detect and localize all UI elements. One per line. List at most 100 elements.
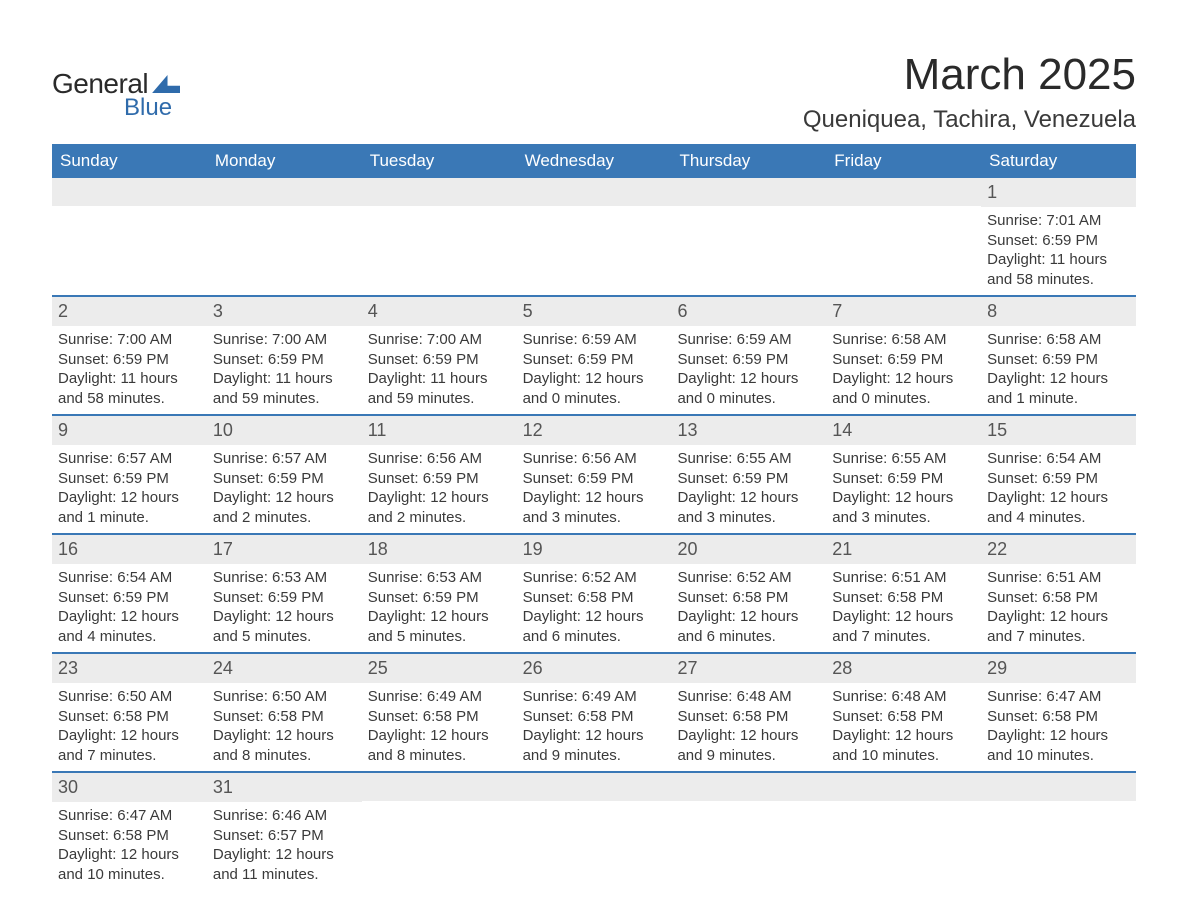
sunrise-text: Sunrise: 6:47 AM <box>58 806 201 826</box>
day-details <box>981 801 1136 811</box>
logo-text-blue: Blue <box>124 94 180 122</box>
day-number-bar: 1 <box>981 178 1136 207</box>
day-number-bar <box>671 773 826 801</box>
day-details: Sunrise: 6:59 AMSunset: 6:59 PMDaylight:… <box>517 326 672 414</box>
daylight-text: Daylight: 12 hours and 5 minutes. <box>213 607 356 646</box>
daylight-text: Daylight: 12 hours and 0 minutes. <box>523 369 666 408</box>
day-details: Sunrise: 6:46 AMSunset: 6:57 PMDaylight:… <box>207 802 362 890</box>
sunset-text: Sunset: 6:58 PM <box>368 707 511 727</box>
sunset-text: Sunset: 6:59 PM <box>832 469 975 489</box>
day-number: 25 <box>368 658 388 678</box>
daylight-text: Daylight: 12 hours and 3 minutes. <box>832 488 975 527</box>
sunset-text: Sunset: 6:59 PM <box>58 350 201 370</box>
sunrise-text: Sunrise: 6:48 AM <box>832 687 975 707</box>
daylight-text: Daylight: 11 hours and 58 minutes. <box>987 250 1130 289</box>
logo: General Blue <box>52 68 180 122</box>
sunset-text: Sunset: 6:59 PM <box>523 350 666 370</box>
day-number: 23 <box>58 658 78 678</box>
sunrise-text: Sunrise: 6:56 AM <box>523 449 666 469</box>
day-number: 10 <box>213 420 233 440</box>
day-number: 14 <box>832 420 852 440</box>
sunrise-text: Sunrise: 6:54 AM <box>58 568 201 588</box>
page-title: March 2025 <box>803 50 1136 100</box>
day-details <box>671 206 826 216</box>
sunset-text: Sunset: 6:59 PM <box>368 469 511 489</box>
sunrise-text: Sunrise: 6:50 AM <box>58 687 201 707</box>
sunrise-text: Sunrise: 6:58 AM <box>832 330 975 350</box>
calendar-day <box>362 178 517 295</box>
sunset-text: Sunset: 6:59 PM <box>213 469 356 489</box>
day-number-bar: 20 <box>671 535 826 564</box>
sunrise-text: Sunrise: 6:54 AM <box>987 449 1130 469</box>
day-number-bar: 30 <box>52 773 207 802</box>
daylight-text: Daylight: 12 hours and 4 minutes. <box>58 607 201 646</box>
calendar-day <box>517 773 672 890</box>
sunrise-text: Sunrise: 7:01 AM <box>987 211 1130 231</box>
weekday-heading: Sunday <box>52 144 207 178</box>
day-details: Sunrise: 7:01 AMSunset: 6:59 PMDaylight:… <box>981 207 1136 295</box>
sunrise-text: Sunrise: 6:49 AM <box>368 687 511 707</box>
day-number-bar: 17 <box>207 535 362 564</box>
weekday-heading: Tuesday <box>362 144 517 178</box>
calendar-day: 22Sunrise: 6:51 AMSunset: 6:58 PMDayligh… <box>981 535 1136 652</box>
day-number: 15 <box>987 420 1007 440</box>
day-number: 21 <box>832 539 852 559</box>
day-details: Sunrise: 6:52 AMSunset: 6:58 PMDaylight:… <box>517 564 672 652</box>
calendar-day <box>671 773 826 890</box>
calendar-day: 31Sunrise: 6:46 AMSunset: 6:57 PMDayligh… <box>207 773 362 890</box>
daylight-text: Daylight: 12 hours and 9 minutes. <box>677 726 820 765</box>
daylight-text: Daylight: 12 hours and 5 minutes. <box>368 607 511 646</box>
calendar-week: 16Sunrise: 6:54 AMSunset: 6:59 PMDayligh… <box>52 535 1136 654</box>
day-details <box>826 801 981 811</box>
sunset-text: Sunset: 6:58 PM <box>523 707 666 727</box>
day-number: 6 <box>677 301 687 321</box>
sunrise-text: Sunrise: 6:57 AM <box>58 449 201 469</box>
weekday-heading: Wednesday <box>517 144 672 178</box>
calendar-day <box>671 178 826 295</box>
day-number-bar <box>826 773 981 801</box>
day-details: Sunrise: 6:55 AMSunset: 6:59 PMDaylight:… <box>671 445 826 533</box>
sunset-text: Sunset: 6:59 PM <box>368 588 511 608</box>
calendar-day: 29Sunrise: 6:47 AMSunset: 6:58 PMDayligh… <box>981 654 1136 771</box>
day-details: Sunrise: 7:00 AMSunset: 6:59 PMDaylight:… <box>362 326 517 414</box>
day-number: 30 <box>58 777 78 797</box>
calendar-day: 7Sunrise: 6:58 AMSunset: 6:59 PMDaylight… <box>826 297 981 414</box>
day-number-bar <box>517 773 672 801</box>
day-details: Sunrise: 6:51 AMSunset: 6:58 PMDaylight:… <box>981 564 1136 652</box>
calendar-week: 9Sunrise: 6:57 AMSunset: 6:59 PMDaylight… <box>52 416 1136 535</box>
calendar-day: 28Sunrise: 6:48 AMSunset: 6:58 PMDayligh… <box>826 654 981 771</box>
calendar-day: 26Sunrise: 6:49 AMSunset: 6:58 PMDayligh… <box>517 654 672 771</box>
weekday-heading: Friday <box>826 144 981 178</box>
sunset-text: Sunset: 6:59 PM <box>832 350 975 370</box>
sunrise-text: Sunrise: 6:52 AM <box>677 568 820 588</box>
weekday-heading: Monday <box>207 144 362 178</box>
daylight-text: Daylight: 11 hours and 59 minutes. <box>368 369 511 408</box>
calendar-day: 20Sunrise: 6:52 AMSunset: 6:58 PMDayligh… <box>671 535 826 652</box>
sunset-text: Sunset: 6:59 PM <box>523 469 666 489</box>
day-number-bar <box>362 773 517 801</box>
daylight-text: Daylight: 12 hours and 11 minutes. <box>213 845 356 884</box>
sunrise-text: Sunrise: 7:00 AM <box>213 330 356 350</box>
daylight-text: Daylight: 12 hours and 6 minutes. <box>677 607 820 646</box>
sunset-text: Sunset: 6:59 PM <box>677 350 820 370</box>
calendar-day: 21Sunrise: 6:51 AMSunset: 6:58 PMDayligh… <box>826 535 981 652</box>
day-number: 3 <box>213 301 223 321</box>
daylight-text: Daylight: 12 hours and 3 minutes. <box>677 488 820 527</box>
sunset-text: Sunset: 6:59 PM <box>677 469 820 489</box>
sunset-text: Sunset: 6:59 PM <box>987 469 1130 489</box>
sunrise-text: Sunrise: 6:49 AM <box>523 687 666 707</box>
calendar-day: 6Sunrise: 6:59 AMSunset: 6:59 PMDaylight… <box>671 297 826 414</box>
day-number-bar: 13 <box>671 416 826 445</box>
calendar-day: 13Sunrise: 6:55 AMSunset: 6:59 PMDayligh… <box>671 416 826 533</box>
daylight-text: Daylight: 12 hours and 10 minutes. <box>58 845 201 884</box>
day-number-bar: 9 <box>52 416 207 445</box>
sunrise-text: Sunrise: 6:53 AM <box>368 568 511 588</box>
sunset-text: Sunset: 6:58 PM <box>832 588 975 608</box>
day-details: Sunrise: 6:49 AMSunset: 6:58 PMDaylight:… <box>517 683 672 771</box>
day-details: Sunrise: 6:49 AMSunset: 6:58 PMDaylight:… <box>362 683 517 771</box>
daylight-text: Daylight: 12 hours and 10 minutes. <box>832 726 975 765</box>
calendar-day: 23Sunrise: 6:50 AMSunset: 6:58 PMDayligh… <box>52 654 207 771</box>
calendar-day: 24Sunrise: 6:50 AMSunset: 6:58 PMDayligh… <box>207 654 362 771</box>
day-number-bar <box>981 773 1136 801</box>
daylight-text: Daylight: 12 hours and 8 minutes. <box>368 726 511 765</box>
